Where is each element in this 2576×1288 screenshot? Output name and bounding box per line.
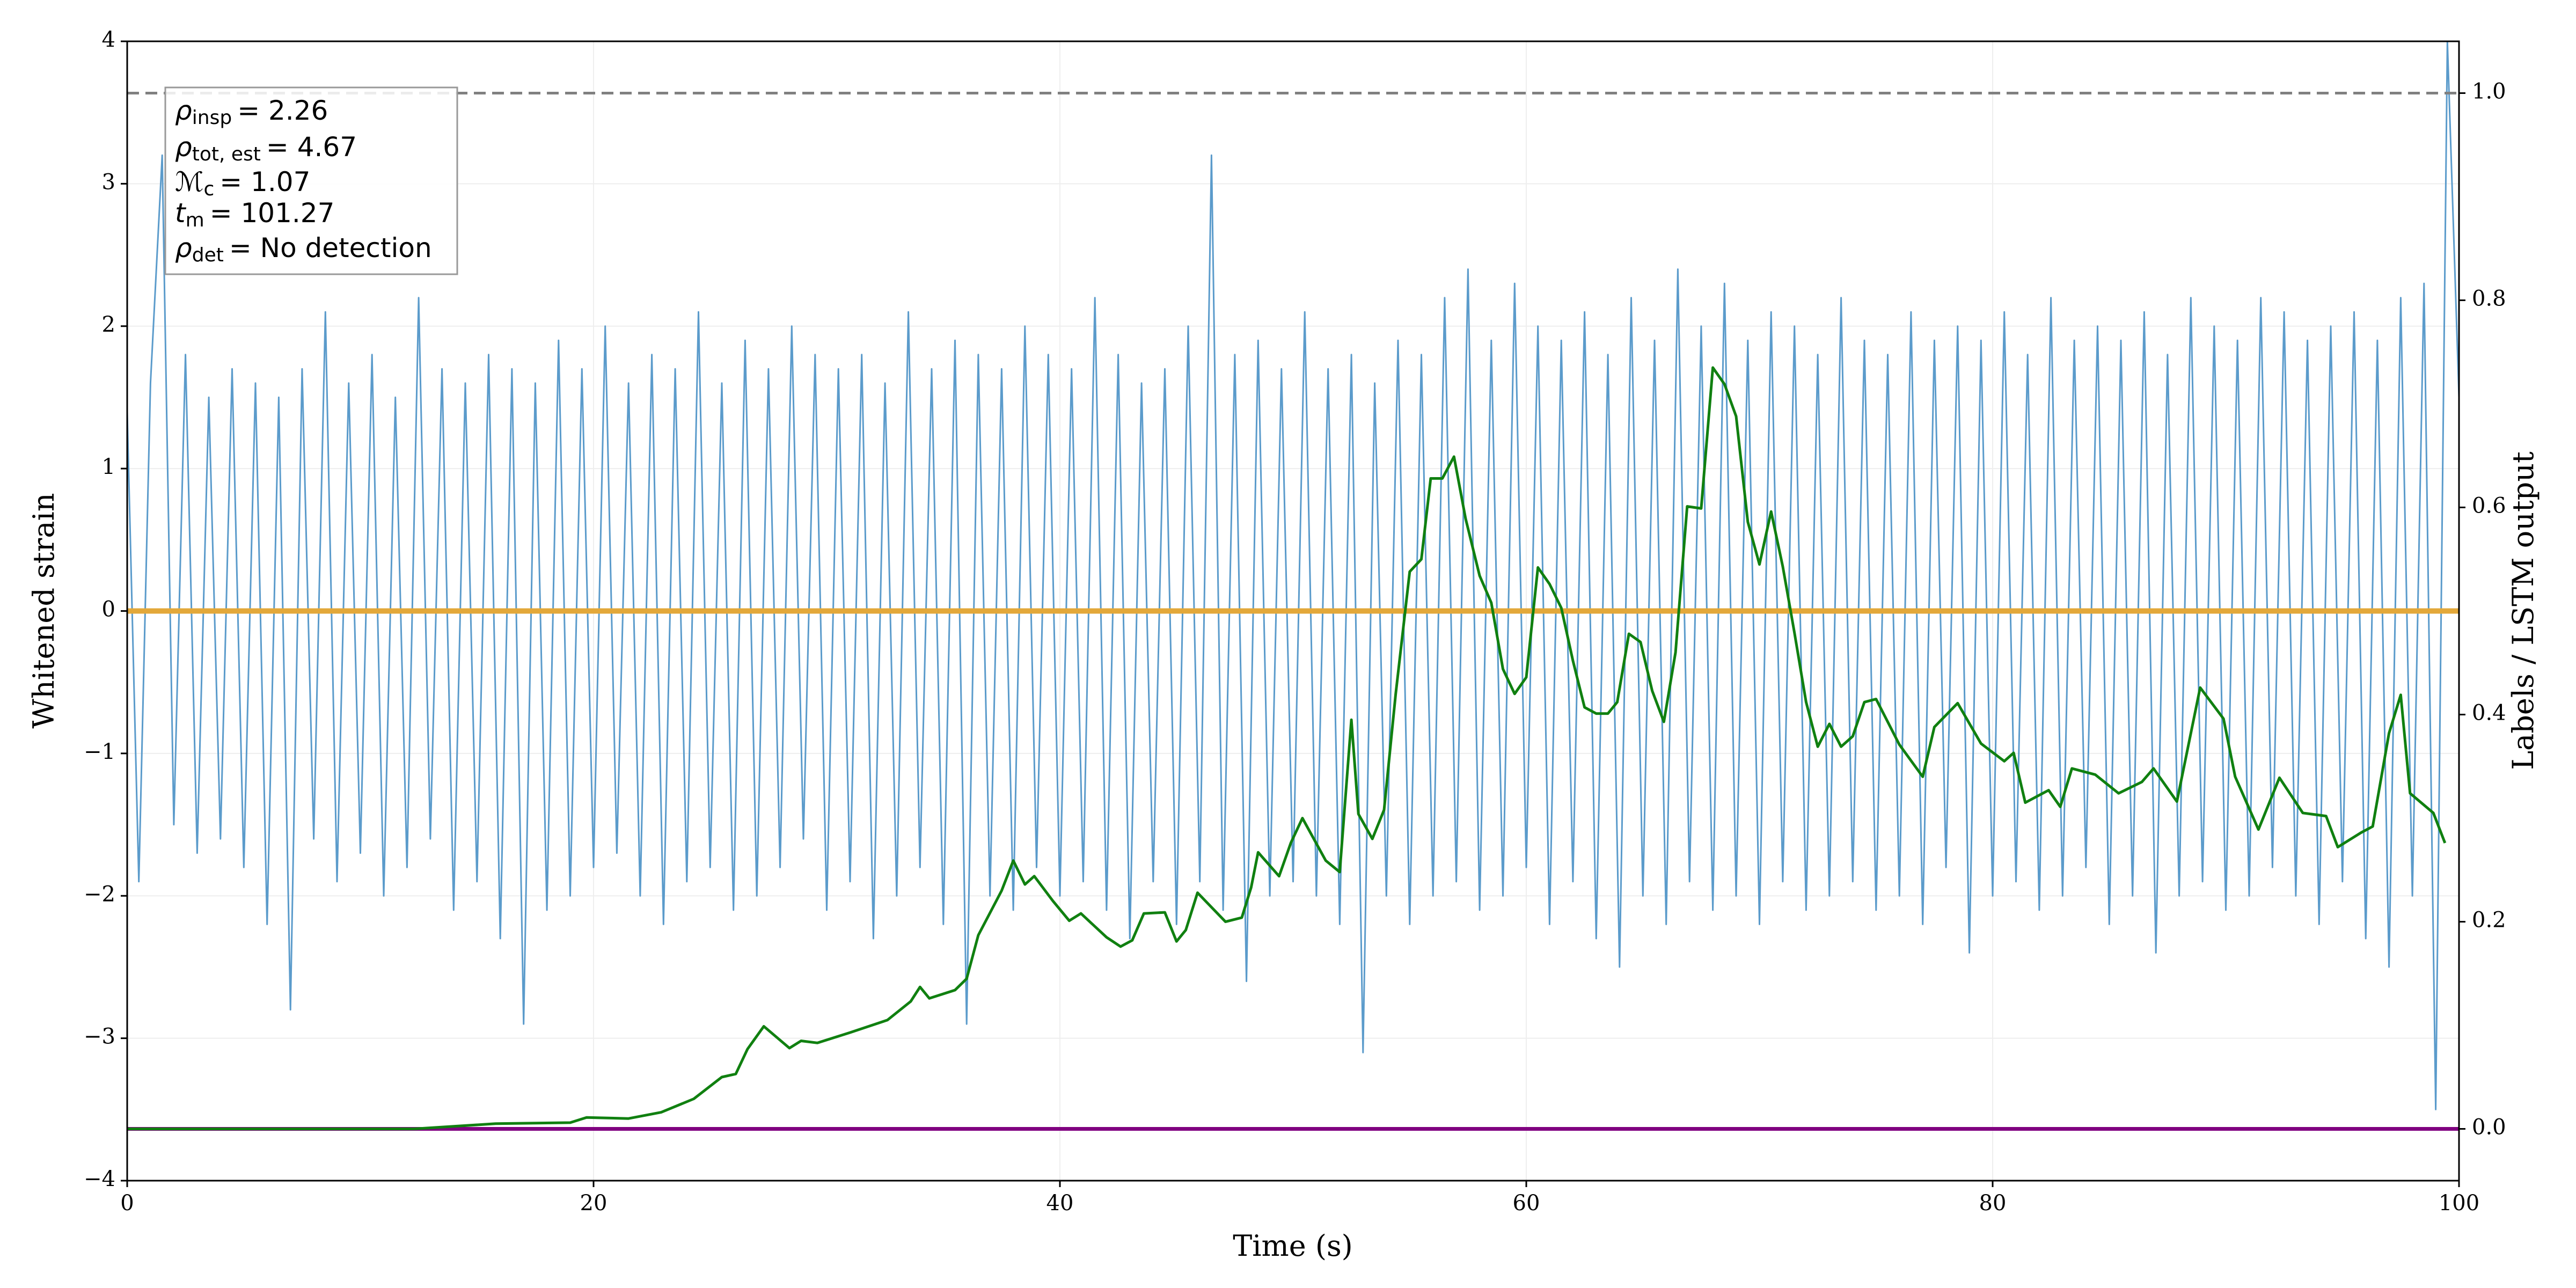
annotation-subscript: c [203, 178, 214, 200]
annotation-symbol: ρ [175, 232, 192, 264]
x-axis-label: Time (s) [1233, 1229, 1352, 1263]
annotation-line: ρinsp = 2.26 [175, 95, 328, 129]
annotation-line: tm = 101.27 [175, 197, 334, 232]
y-tick-label: 4 [102, 27, 115, 52]
plot-lines [127, 41, 2459, 1131]
series-line [127, 366, 2447, 1130]
series-line [127, 41, 2459, 1110]
x-tick-label: 60 [1513, 1191, 1540, 1216]
annotation-line: ℳc = 1.07 [175, 166, 310, 201]
annotation-subscript: tot, est [192, 143, 261, 165]
annotation-box [164, 86, 458, 275]
y2-tick-label: 0.2 [2472, 908, 2506, 933]
y-tick-label: −3 [84, 1024, 115, 1049]
x-tick-label: 80 [1979, 1191, 2007, 1216]
y2-tick-label: 0.6 [2472, 494, 2506, 518]
annotation-line: ρdet = No detection [175, 232, 432, 267]
y-tick-label: 1 [102, 455, 115, 479]
y2-tick-label: 0.0 [2472, 1115, 2506, 1140]
annotation-line: ρtot, est = 4.67 [175, 131, 357, 166]
y-tick-label: 3 [102, 170, 115, 194]
ticks: 0 20 40 60 80 100 −4 −3 −2 −1 0 1 2 3 4 0.0 0.2 0.4 0.6 0.8… [84, 27, 2506, 1216]
annotation-text: = 4.67 [266, 131, 357, 163]
annotation-symbol: ℳ [175, 166, 203, 197]
x-tick-label: 40 [1046, 1191, 1074, 1216]
annotation-subscript: m [186, 209, 204, 231]
x-tick-label: 100 [2439, 1191, 2479, 1216]
y-axis-label: Whitened strain [27, 493, 61, 728]
y-tick-label: −2 [84, 882, 115, 906]
y2-axis-label: Labels / LSTM output [2506, 451, 2540, 770]
y2-tick-label: 0.4 [2472, 701, 2506, 726]
annotation-symbol: ρ [175, 95, 192, 126]
annotation-text: = 101.27 [210, 197, 335, 229]
y2-tick-label: 1.0 [2472, 79, 2506, 104]
annotation-subscript: det [192, 244, 224, 266]
annotation-text: = 2.26 [237, 95, 328, 126]
annotation-symbol: ρ [175, 131, 192, 163]
y-tick-label: 2 [102, 312, 115, 337]
annotation-symbol: t [175, 197, 187, 229]
y-tick-label: 0 [102, 597, 115, 622]
annotation-text: = No detection [229, 232, 432, 264]
annotation-subscript: insp [192, 107, 232, 129]
y2-tick-label: 0.8 [2472, 287, 2506, 311]
y-tick-label: −4 [84, 1167, 115, 1191]
y-tick-label: −1 [84, 740, 115, 764]
x-tick-label: 20 [580, 1191, 608, 1216]
annotation-text: = 1.07 [219, 166, 310, 197]
x-tick-label: 0 [120, 1191, 134, 1216]
